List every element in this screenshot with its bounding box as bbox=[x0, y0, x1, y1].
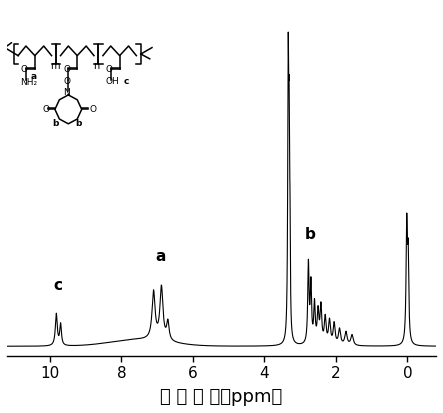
Text: b: b bbox=[305, 228, 315, 242]
Text: a: a bbox=[155, 249, 166, 264]
Text: c: c bbox=[53, 278, 62, 293]
X-axis label: 化 学 位 移（ppm）: 化 学 位 移（ppm） bbox=[160, 388, 283, 406]
